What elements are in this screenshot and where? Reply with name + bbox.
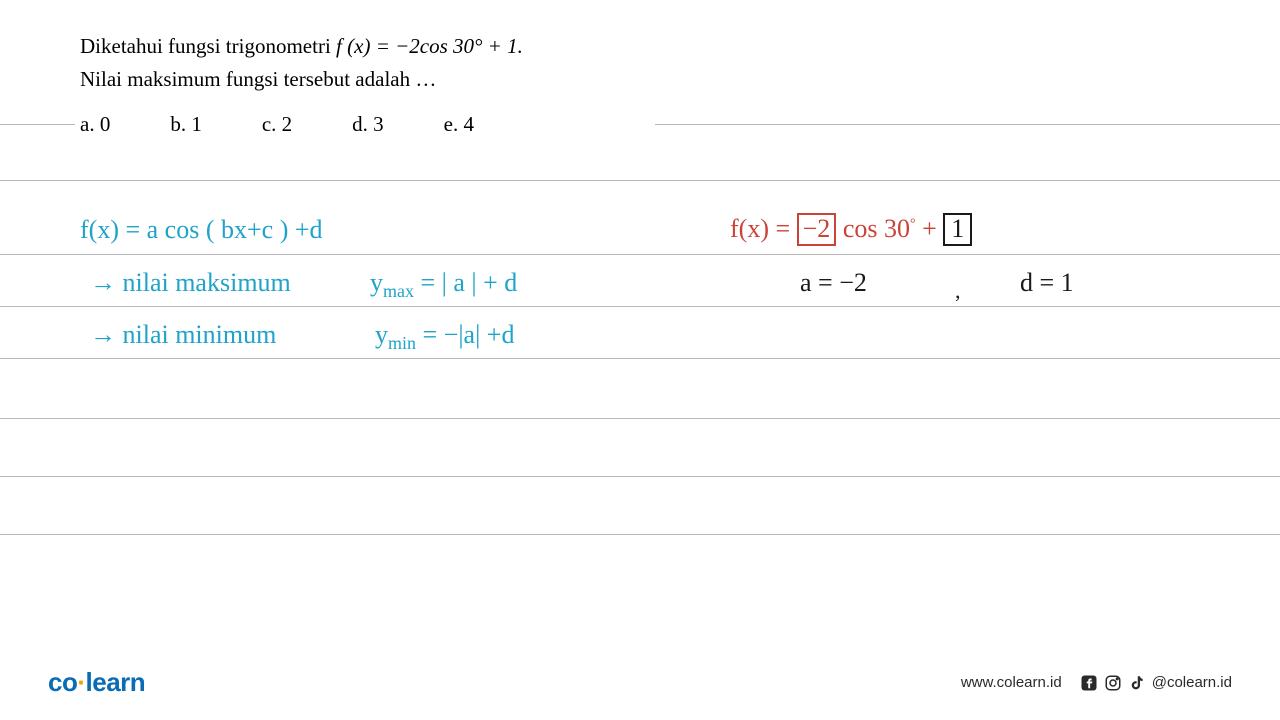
hw-ymax: ymax = | a | + d bbox=[370, 268, 517, 302]
option-e: e. 4 bbox=[444, 112, 474, 137]
logo: co·learn bbox=[48, 667, 145, 698]
rule-1-left bbox=[0, 124, 75, 125]
footer-url: www.colearn.id bbox=[961, 674, 1062, 691]
hw-ymin: ymin = −|a| +d bbox=[375, 320, 514, 354]
question-line-2: Nilai maksimum fungsi tersebut adalah … bbox=[80, 67, 1200, 92]
hw-red-plus: + bbox=[916, 214, 944, 243]
hw-min-arrow-text: → nilai minimum bbox=[90, 320, 276, 349]
footer: co·learn www.colearn.id @colearn.id bbox=[0, 667, 1280, 698]
logo-learn: learn bbox=[86, 667, 146, 697]
hw-ymax-y: y bbox=[370, 268, 383, 297]
hw-coef-a: a = −2 bbox=[800, 268, 867, 298]
hw-ymin-eq: = −|a| +d bbox=[416, 320, 514, 349]
option-b: b. 1 bbox=[170, 112, 202, 137]
footer-handle: @colearn.id bbox=[1152, 674, 1232, 691]
hw-max-arrow-text: → nilai maksimum bbox=[90, 268, 291, 297]
rule-2 bbox=[0, 180, 1280, 181]
question-line-1: Diketahui fungsi trigonometri f (x) = −2… bbox=[80, 34, 1200, 59]
logo-dot-icon: · bbox=[77, 667, 85, 697]
hw-red-mid: cos 30 bbox=[836, 214, 910, 243]
option-c: c. 2 bbox=[262, 112, 292, 137]
social-icons: @colearn.id bbox=[1080, 674, 1232, 692]
rule-3 bbox=[0, 254, 1280, 255]
hw-coef-sep: , bbox=[955, 278, 961, 304]
logo-co: co bbox=[48, 667, 77, 697]
rule-5 bbox=[0, 358, 1280, 359]
option-a: a. 0 bbox=[80, 112, 110, 137]
hw-ymax-eq: = | a | + d bbox=[414, 268, 517, 297]
hw-min-label: → nilai minimum bbox=[90, 320, 276, 350]
instagram-icon bbox=[1104, 674, 1122, 692]
hw-ymax-sub: max bbox=[383, 281, 414, 301]
hw-red-fx: f(x) = bbox=[730, 214, 797, 243]
facebook-icon bbox=[1080, 674, 1098, 692]
rule-1-right bbox=[655, 124, 1280, 125]
hw-coef-d: d = 1 bbox=[1020, 268, 1074, 298]
rule-7 bbox=[0, 476, 1280, 477]
rule-6 bbox=[0, 418, 1280, 419]
answer-options: a. 0 b. 1 c. 2 d. 3 e. 4 bbox=[80, 100, 1200, 151]
question-block: Diketahui fungsi trigonometri f (x) = −2… bbox=[0, 0, 1280, 151]
hw-ymin-sub: min bbox=[388, 333, 416, 353]
rule-4 bbox=[0, 306, 1280, 307]
hw-ymin-y: y bbox=[375, 320, 388, 349]
question-formula: f (x) = −2cos 30° + 1. bbox=[336, 34, 523, 58]
hw-red-box-a: −2 bbox=[797, 213, 837, 246]
hw-max-label: → nilai maksimum bbox=[90, 268, 291, 298]
hw-red-box-d: 1 bbox=[943, 213, 972, 246]
question-prefix: Diketahui fungsi trigonometri bbox=[80, 34, 336, 58]
hw-fx-red: f(x) = −2 cos 30° + 1 bbox=[730, 213, 972, 246]
tiktok-icon bbox=[1128, 674, 1146, 692]
rule-8 bbox=[0, 534, 1280, 535]
option-d: d. 3 bbox=[352, 112, 384, 137]
hw-general-form: f(x) = a cos ( bx+c ) +d bbox=[80, 215, 323, 245]
footer-right: www.colearn.id @colearn.id bbox=[961, 674, 1232, 692]
